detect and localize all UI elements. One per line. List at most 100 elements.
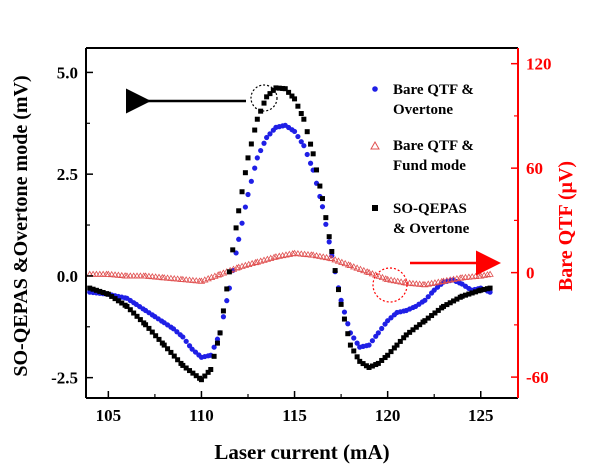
data-point — [307, 160, 314, 166]
data-point — [183, 338, 189, 344]
data-point — [388, 315, 394, 321]
data-point — [360, 361, 366, 367]
data-point — [391, 345, 397, 351]
legend-marker-fund — [370, 140, 380, 150]
data-point — [331, 256, 339, 263]
data-point — [379, 357, 385, 363]
data-point — [148, 272, 156, 280]
data-point — [251, 258, 260, 266]
data-point — [143, 322, 149, 328]
data-point — [252, 127, 258, 133]
data-point — [304, 151, 310, 158]
data-point — [308, 141, 314, 147]
data-point — [351, 335, 357, 341]
left-tick-label: -2.5 — [51, 369, 78, 388]
data-point — [171, 353, 177, 359]
data-point — [334, 257, 343, 264]
data-point — [298, 111, 304, 117]
data-point — [105, 291, 111, 297]
data-point — [270, 253, 278, 260]
legend-label-overtone-line1: Bare QTF & — [393, 82, 474, 98]
data-point — [431, 287, 437, 293]
data-point — [292, 96, 298, 102]
data-point — [245, 191, 251, 198]
data-point — [412, 280, 421, 287]
data-point — [146, 325, 152, 331]
legend: Bare QTF & Overtone Bare QTF & Fund mode… — [370, 82, 474, 237]
data-point — [344, 261, 353, 268]
data-point — [168, 349, 174, 355]
data-point — [155, 273, 163, 280]
data-point — [115, 298, 121, 304]
data-point — [134, 313, 140, 319]
data-point — [214, 340, 220, 346]
data-point — [276, 85, 282, 91]
data-point — [185, 276, 194, 283]
data-point — [242, 204, 248, 210]
data-point — [160, 274, 168, 281]
data-point — [397, 278, 405, 285]
data-point — [189, 346, 195, 352]
data-point — [254, 116, 260, 122]
data-point — [111, 271, 119, 278]
data-point — [261, 100, 267, 106]
data-point — [131, 310, 137, 316]
data-point — [304, 250, 312, 258]
data-point — [432, 310, 438, 316]
series-1 — [86, 249, 494, 288]
data-point — [93, 287, 99, 293]
data-point — [478, 287, 484, 293]
data-point — [90, 286, 96, 292]
data-point — [286, 89, 292, 95]
right-tick-label: 120 — [526, 55, 552, 74]
data-point — [341, 259, 349, 267]
data-point — [323, 221, 329, 227]
data-point — [360, 266, 368, 274]
legend-label-overtone-line2: Overtone — [393, 102, 453, 118]
right-tick-label: 60 — [526, 159, 543, 178]
data-point — [459, 293, 465, 299]
data-point — [444, 302, 450, 308]
data-point — [300, 250, 309, 257]
data-point — [338, 297, 344, 303]
data-point — [291, 128, 298, 135]
data-point — [435, 307, 441, 313]
data-point — [462, 292, 468, 298]
data-point — [469, 290, 475, 296]
data-point — [314, 167, 320, 173]
x-tick-label: 105 — [96, 406, 122, 425]
data-point — [317, 183, 323, 189]
data-point — [107, 270, 116, 278]
data-point — [254, 155, 260, 161]
data-point — [363, 363, 369, 369]
data-point — [289, 93, 295, 99]
data-point — [295, 133, 301, 140]
data-point — [290, 249, 299, 256]
data-point — [375, 360, 381, 366]
data-point — [180, 334, 186, 340]
data-point — [375, 272, 383, 279]
data-point — [192, 277, 200, 284]
data-point — [413, 324, 419, 330]
legend-marker-overtone — [372, 86, 378, 92]
left-tick-label: 2.5 — [57, 165, 78, 184]
data-point — [156, 336, 162, 342]
data-point — [347, 342, 353, 348]
data-point — [365, 268, 373, 276]
data-point — [354, 340, 360, 346]
data-point — [394, 342, 400, 348]
legend-label-soqepas-line1: SO-QEPAS — [393, 201, 467, 217]
data-point — [382, 275, 390, 282]
legend-label-fund-line1: Bare QTF & — [393, 138, 474, 154]
data-point — [369, 363, 375, 369]
data-point — [127, 307, 133, 313]
data-point — [341, 309, 348, 315]
right-axis-title: Bare QTF (μV) — [555, 161, 577, 291]
data-point — [316, 252, 324, 259]
data-point — [226, 269, 232, 275]
data-point — [124, 303, 130, 309]
dip-highlight-circle — [372, 267, 408, 303]
data-point — [220, 314, 227, 320]
data-point — [170, 275, 178, 282]
